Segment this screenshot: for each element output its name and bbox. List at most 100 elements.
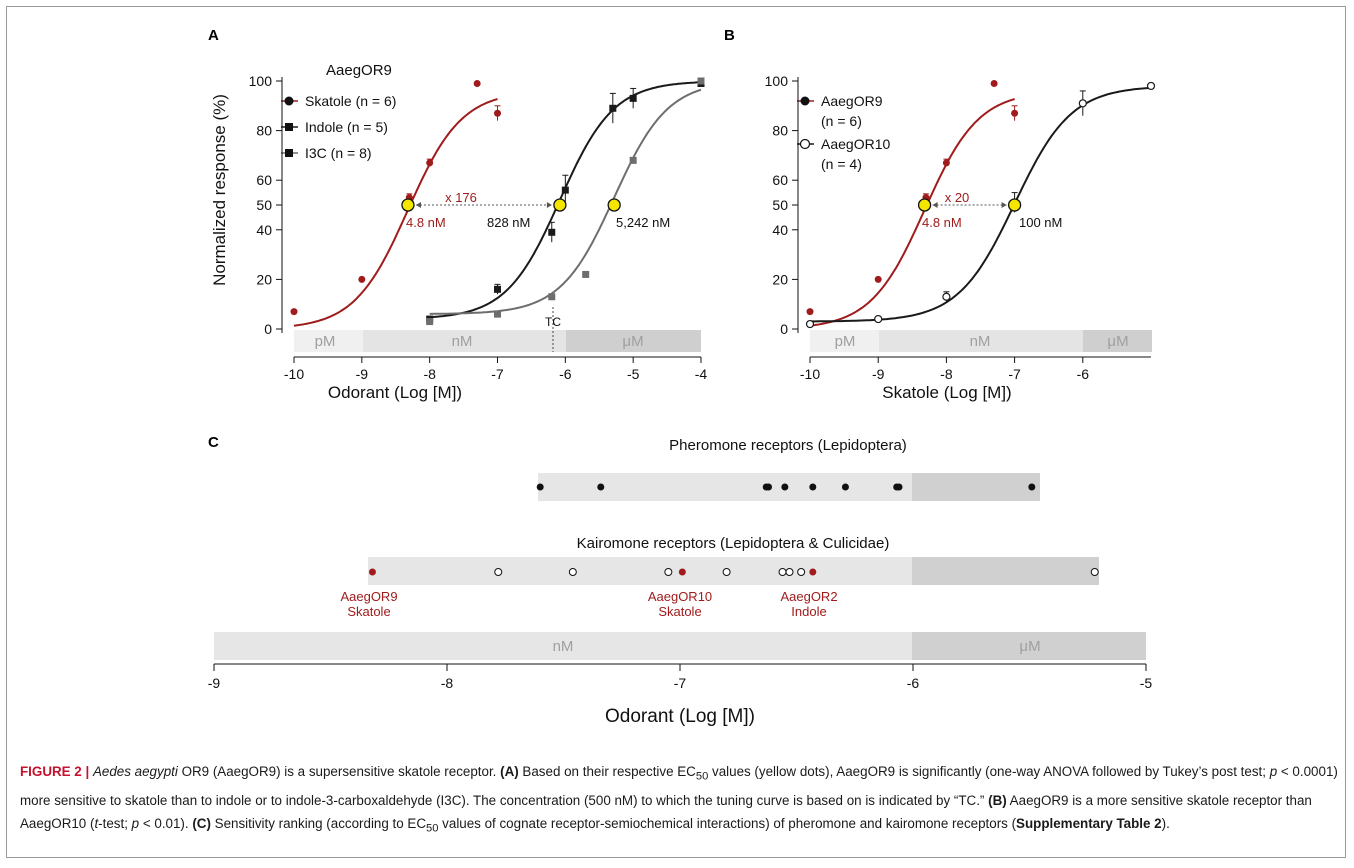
receptor-ligand-or10: Skatole	[658, 604, 701, 619]
panel-a-y-tick-label: 80	[256, 123, 272, 139]
legend-marker-or10	[799, 138, 811, 150]
receptor-ligand-or9: Skatole	[347, 604, 390, 619]
panel-b-x-tick-label: -9	[872, 366, 885, 382]
legend-label-or9: AaegOR9	[821, 93, 883, 109]
caption-sub-2: 50	[426, 822, 439, 835]
pheromone-receptor-point	[536, 483, 544, 491]
band-pm-a	[294, 330, 363, 352]
aedes-receptor-point	[809, 568, 817, 576]
caption-p-symbol-1: p	[1269, 764, 1278, 779]
caption-text-8: Sensitivity ranking (according to EC	[210, 815, 427, 831]
panel-b-y-tick-label: 40	[772, 222, 788, 238]
kairomone-band-nm	[368, 557, 912, 585]
kairomone-receptor-point	[778, 568, 787, 576]
panel-b-data-point-open	[1146, 81, 1156, 91]
panel-b-bands: pM nM μM	[810, 330, 1152, 352]
fold-label-a: x 176	[445, 190, 477, 205]
panel-a-data-square	[629, 94, 637, 102]
receptor-ligand-or2: Indole	[791, 604, 826, 619]
legend-marker-indole	[285, 123, 293, 131]
panel-c-x-tick-label: -9	[208, 675, 221, 691]
panel-a-data-square	[697, 77, 705, 85]
panel-c-xlabel: Odorant (Log [M])	[605, 706, 755, 727]
pheromone-receptor-point	[895, 483, 903, 491]
panel-a-x-tick-label: -10	[284, 366, 304, 382]
legend-marker-i3c	[285, 149, 293, 157]
panel-a-fold-arrowhead-left	[415, 202, 421, 208]
panel-b-legend: AaegOR9 (n = 6) AaegOR10 (n = 4)	[797, 93, 890, 172]
panel-a-y-tick-label: 20	[256, 271, 272, 287]
panel-b-xlabel: Skatole (Log [M])	[882, 383, 1011, 402]
panel-b: B Skatole (Log [M]) AaegOR9 (n = 6) Aaeg…	[724, 27, 1152, 402]
pheromone-receptor-point	[841, 483, 849, 491]
kairomone-receptor-point	[722, 568, 731, 576]
panel-b-plot: 0 20 40 50 60 80 100 -10 -9 -8 -7 -6	[765, 73, 1156, 382]
panel-a-ec50-marker	[607, 198, 621, 212]
panel-a-data-square	[561, 186, 569, 194]
panel-b-x-tick-label: -6	[1077, 366, 1090, 382]
pheromone-receptor-point	[1028, 483, 1036, 491]
panel-a-data-square	[548, 293, 556, 301]
band-pm-b	[810, 330, 879, 352]
band-label-nm-a: nM	[452, 333, 473, 350]
panel-a-y-tick-label: 60	[256, 172, 272, 188]
panel-a-data-point	[358, 275, 366, 283]
ec50-label-i3c: 5,242 nM	[616, 215, 670, 230]
panel-c-x-tick-label: -5	[1140, 675, 1153, 691]
panel-a-x-tick-label: -4	[695, 366, 708, 382]
ec50-label-indole: 828 nM	[487, 215, 530, 230]
caption-figure-number: FIGURE 2 |	[20, 764, 90, 779]
kairomone-title: Kairomone receptors (Lepidoptera & Culic…	[577, 535, 890, 552]
fold-label-b: x 20	[945, 190, 970, 205]
panel-b-data-point-open	[942, 292, 951, 301]
scale-band-um	[912, 632, 1146, 660]
panel-a-data-square	[582, 270, 590, 278]
band-label-pm-a: pM	[315, 333, 336, 350]
panel-a-x-tick-label: -6	[559, 366, 572, 382]
panel-b-ec50-marker	[1007, 198, 1022, 212]
panel-a-fit-curve-0	[293, 98, 498, 327]
panel-a-y-tick-label: 40	[256, 222, 272, 238]
caption-p-symbol-2: p	[131, 815, 140, 831]
panel-b-fit-curve-0	[809, 98, 1015, 327]
panel-a-ec50-marker	[553, 198, 567, 212]
panel-a-x-tick-label: -7	[491, 366, 504, 382]
panel-b-data-point	[874, 275, 882, 283]
caption-tag-c: (C)	[192, 815, 211, 831]
panel-b-ec50-marker	[917, 198, 932, 212]
kairomone-receptor-point	[1090, 568, 1099, 576]
panel-a-legend: Skatole (n = 6) Indole (n = 5) I3C (n = …	[281, 93, 396, 161]
receptor-label-or2: AaegOR2	[780, 589, 837, 604]
panel-b-data-point-open	[805, 319, 815, 329]
pheromone-receptor-point	[765, 483, 773, 491]
caption-tag-b: (B)	[988, 792, 1007, 808]
caption-text-5: AaegOR9 is a more sensitive skatole rece…	[20, 792, 1312, 831]
legend-label-i3c: I3C (n = 8)	[305, 145, 372, 161]
panel-a-data-square	[629, 156, 637, 164]
panel-a-legend-title: AaegOR9	[326, 62, 392, 79]
pheromone-receptor-point	[809, 483, 817, 491]
scale-band-nm	[214, 632, 912, 660]
legend-n-or10: (n = 4)	[821, 156, 862, 172]
caption-tag-a: (A)	[500, 764, 519, 779]
band-um-a	[566, 330, 701, 352]
panel-b-letter: B	[724, 27, 735, 44]
panel-a-data-square	[494, 285, 501, 293]
ec50-label-skatole-a: 4.8 nM	[406, 215, 446, 230]
caption-text-9: values of cognate receptor-semiochemical…	[438, 815, 1017, 831]
band-nm-b	[879, 330, 1083, 352]
legend-marker-skatole	[284, 96, 294, 106]
panel-a-y-tick-label: 0	[264, 321, 272, 337]
panel-a-data-point	[426, 159, 434, 167]
panel-a-fit-curve-2	[429, 88, 702, 315]
panel-b-y-tick-label: 100	[765, 73, 789, 89]
caption-t-symbol: t	[94, 815, 99, 831]
band-nm-a	[363, 330, 566, 352]
scale-label-nm: nM	[553, 638, 574, 655]
panel-c-x-tick-label: -6	[907, 675, 920, 691]
band-um-b	[1083, 330, 1152, 352]
panel-b-x-tick-label: -10	[800, 366, 820, 382]
panel-b-y-tick-label: 0	[780, 321, 788, 337]
panel-a-xlabel: Odorant (Log [M])	[328, 383, 462, 402]
legend-n-or9: (n = 6)	[821, 113, 862, 129]
